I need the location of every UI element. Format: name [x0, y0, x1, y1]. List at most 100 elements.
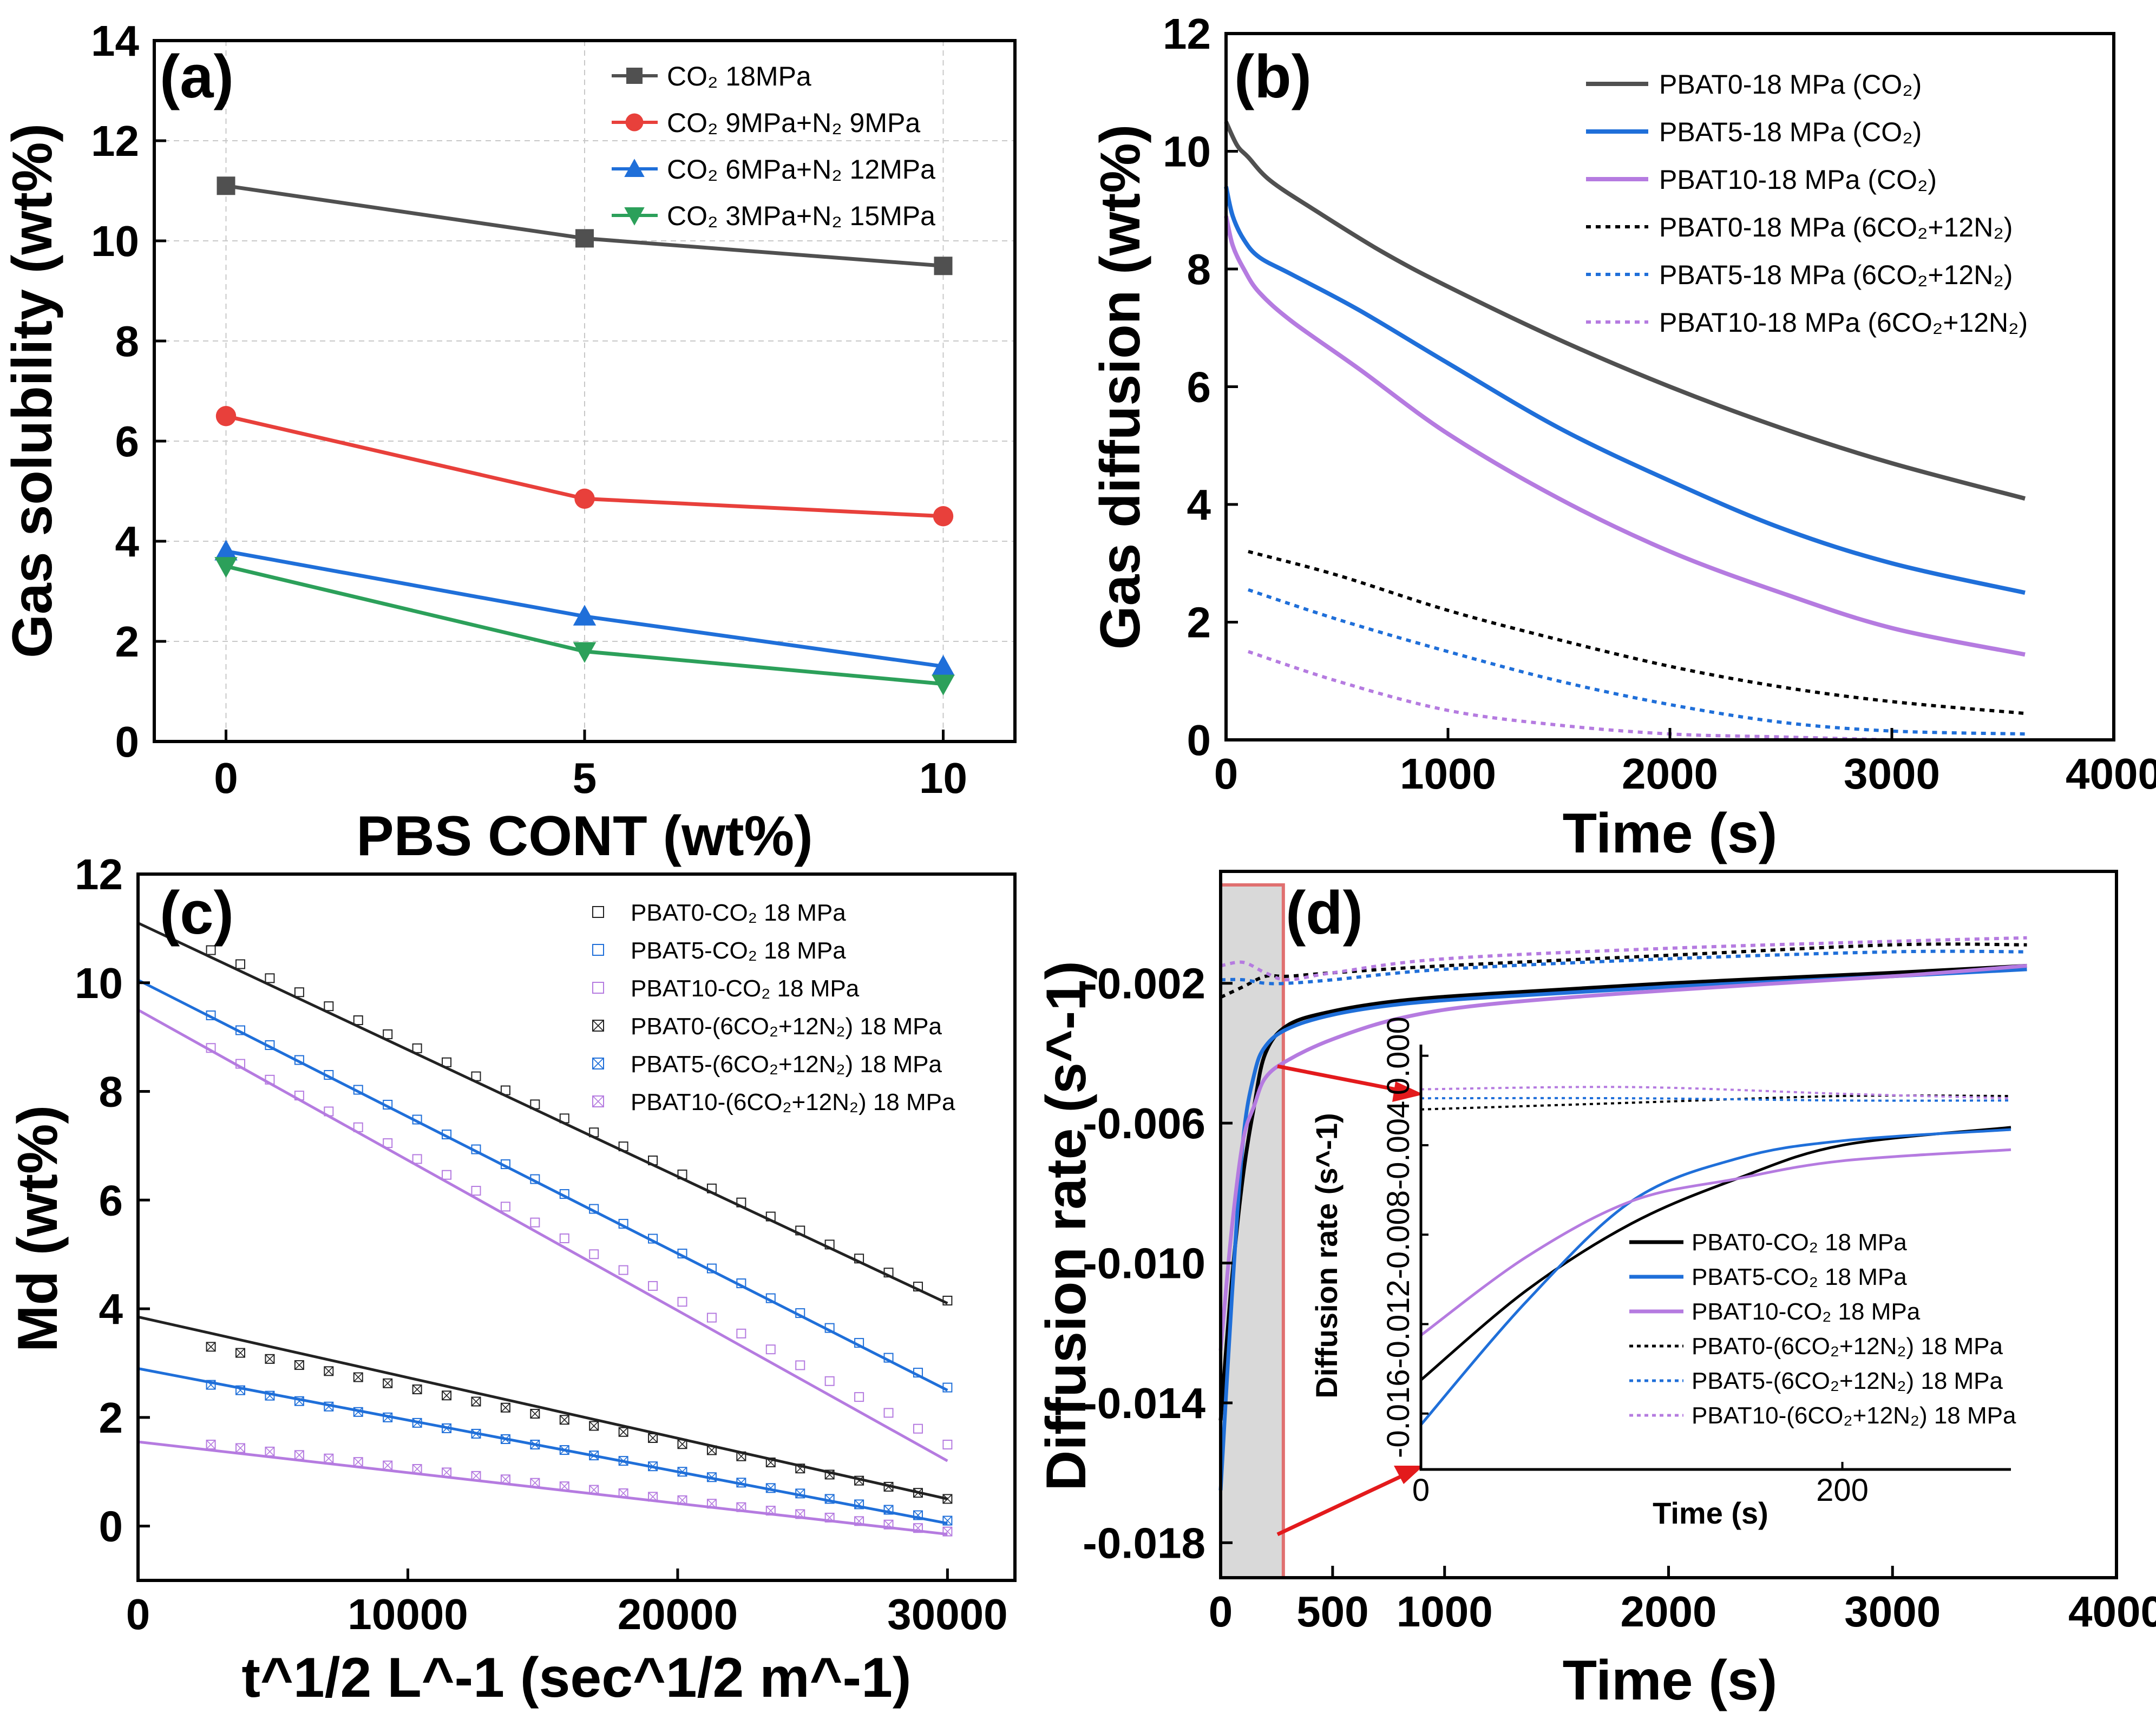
panel-a-series — [214, 176, 955, 695]
inset-y-axis-label: Diffusion rate (s^-1) — [1309, 1113, 1344, 1398]
zoom-arrow-top — [1277, 1064, 1411, 1094]
inset-y-tick-0_000-label: 0.000 — [1381, 1016, 1416, 1095]
y-tick-2-label: 2 — [115, 618, 140, 666]
series-pbat5-co2-18-mpa — [137, 979, 953, 1393]
y-tick-4-label: 4 — [115, 517, 140, 566]
panel-d-zoom-arrows — [1276, 1064, 1424, 1537]
panel-d-label: (d) — [1286, 879, 1363, 947]
series-3-point-10 — [500, 1402, 510, 1413]
y-tick-10-label: 10 — [1163, 128, 1211, 176]
x-tick-500-label: 500 — [1296, 1587, 1368, 1636]
series-3-point-8 — [442, 1390, 452, 1401]
y-tick-2-label: 2 — [1187, 599, 1211, 647]
legend-label-2: PBAT10-CO₂ 18 MPa — [631, 975, 860, 1002]
inset-y-tick--0_004-label: -0.004 — [1381, 1101, 1416, 1190]
zoom-arrow-top-head — [1392, 1081, 1424, 1102]
inset-x-tick-0-label: 0 — [1412, 1473, 1430, 1508]
legend-marker-2 — [624, 159, 645, 177]
series-pbat0-co2-18-mpa — [137, 922, 953, 1306]
inset-x-tick-200-label: 200 — [1816, 1473, 1869, 1508]
series-2-point-23 — [883, 1408, 894, 1418]
y-tick--0_018-label: -0.018 — [1083, 1519, 1205, 1567]
panel-c-x-axis-label: t^1/2 L^-1 (sec^1/2 m^-1) — [241, 1646, 911, 1709]
y-tick-14-label: 14 — [91, 17, 139, 65]
y-tick-10-label: 10 — [75, 959, 123, 1007]
series-pbat5-18-mpa-6co2-12n2 — [1248, 588, 2026, 736]
y-tick--0_002-label: -0.002 — [1083, 960, 1205, 1008]
legend-marker-4 — [592, 1058, 604, 1069]
series-2-point-0 — [214, 540, 238, 561]
y-tick-0-label: 0 — [115, 718, 140, 766]
inset-y-tick--0_008-label: -0.008 — [1381, 1190, 1416, 1279]
y-tick-8-label: 8 — [99, 1068, 123, 1116]
series-co2-18mpa — [217, 176, 953, 275]
y-tick-8-label: 8 — [1187, 245, 1211, 293]
panel-a-solubility-chart: 0 5 10 0 2 4 6 8 10 12 14 (a) PBS CONT (wt%) Gas s… — [1, 17, 1017, 868]
series-0-point-2 — [934, 257, 953, 275]
legend-label-2: PBAT10-CO₂ 18 MPa — [1692, 1298, 1921, 1325]
series-2-point-8 — [442, 1170, 452, 1180]
zoom-arrow-bottom — [1276, 1470, 1411, 1537]
series-2-point-12 — [559, 1233, 569, 1243]
legend-label-0: PBAT0-CO₂ 18 MPa — [1692, 1229, 1907, 1256]
x-tick-20000-label: 20000 — [618, 1590, 738, 1638]
legend-label-2: CO₂ 6MPa+N₂ 12MPa — [667, 154, 935, 185]
panel-d-diffusion-rate-chart: 0 500 1000 2000 3000 4000-0.002-0.006-0.010-0… — [1035, 870, 2156, 1712]
series-2-point-25 — [942, 1440, 953, 1450]
series-3-point-6 — [383, 1378, 393, 1388]
y-tick-6-label: 6 — [99, 1176, 123, 1224]
series-4-fit-line — [137, 1367, 948, 1525]
series-3-point-5 — [353, 1372, 363, 1382]
series-2-point-13 — [589, 1249, 599, 1259]
series-0-point-2 — [265, 973, 275, 983]
legend-label-5: PBAT10-(6CO₂+12N₂) 18 MPa — [1692, 1402, 2016, 1429]
series-pbat0-6co2-12n2-18-mpa — [137, 1315, 953, 1504]
x-tick-10-label: 10 — [919, 754, 967, 802]
panel-d-series — [1218, 936, 2027, 1491]
inset-series — [1420, 1086, 2011, 1426]
panel-d-inset: 0 200 0.000 -0.004-0.008-0.012-0.016 Time (… — [1309, 1016, 2016, 1530]
series-3-point-9 — [471, 1396, 481, 1407]
legend-marker-1 — [625, 113, 644, 132]
y-tick-2-label: 2 — [99, 1394, 123, 1442]
series-2-point-18 — [736, 1328, 746, 1338]
x-tick-30000-label: 30000 — [887, 1590, 1007, 1638]
panel-b-series — [1224, 121, 2026, 741]
legend-label-0: PBAT0-18 MPa (CO₂) — [1659, 69, 1922, 100]
legend-label-1: CO₂ 9MPa+N₂ 9MPa — [667, 108, 920, 138]
inset-series-pbat10-co2-18-mpa — [1420, 1148, 2011, 1337]
panel-c-frame — [136, 872, 1017, 1582]
x-tick-5-label: 5 — [573, 754, 597, 802]
y-tick-8-label: 8 — [115, 317, 140, 365]
legend-marker-0 — [626, 68, 643, 84]
legend-label-0: PBAT0-CO₂ 18 MPa — [631, 900, 846, 926]
y-tick-10-label: 10 — [91, 217, 139, 265]
x-tick-1000-label: 1000 — [1400, 750, 1496, 798]
panel-c-y-axis-label: Md (wt%) — [6, 1105, 69, 1352]
panel-c-ticks: 0 10000 20000 30000 0 2 4 6 8 10 12 — [75, 850, 1008, 1638]
series-5-fit-line — [137, 1440, 948, 1536]
x-tick-10000-label: 10000 — [348, 1590, 468, 1638]
series-0-point-5 — [353, 1015, 363, 1026]
legend-marker-3 — [592, 1020, 604, 1032]
series-3-point-0 — [206, 1342, 216, 1352]
panel-a-ticks: 0 5 10 0 2 4 6 8 10 12 14 — [91, 17, 967, 802]
panel-b-x-axis-label: Time (s) — [1563, 802, 1778, 865]
x-tick-3000-label: 3000 — [1844, 1587, 1941, 1636]
y-tick--0_006-label: -0.006 — [1083, 1099, 1205, 1147]
series-co2-9mpa-n2-9mpa — [215, 406, 954, 527]
x-tick-0-label: 0 — [1214, 750, 1238, 798]
legend-label-3: PBAT0-(6CO₂+12N₂) 18 MPa — [1692, 1333, 2003, 1360]
legend-label-5: PBAT10-(6CO₂+12N₂) 18 MPa — [631, 1089, 955, 1115]
series-2-point-24 — [913, 1423, 923, 1434]
inset-y-tick--0_012-label: -0.012 — [1381, 1279, 1416, 1368]
legend-label-4: PBAT5-(6CO₂+12N₂) 18 MPa — [1692, 1368, 2003, 1394]
x-tick-0-label: 0 — [1209, 1587, 1233, 1636]
panel-a-x-axis-label: PBS CONT (wt%) — [356, 805, 813, 868]
series-3-point-4 — [324, 1366, 334, 1376]
series-0-fit-line — [137, 922, 948, 1305]
series-3-point-13 — [589, 1421, 599, 1431]
y-tick--0_014-label: -0.014 — [1083, 1379, 1205, 1427]
